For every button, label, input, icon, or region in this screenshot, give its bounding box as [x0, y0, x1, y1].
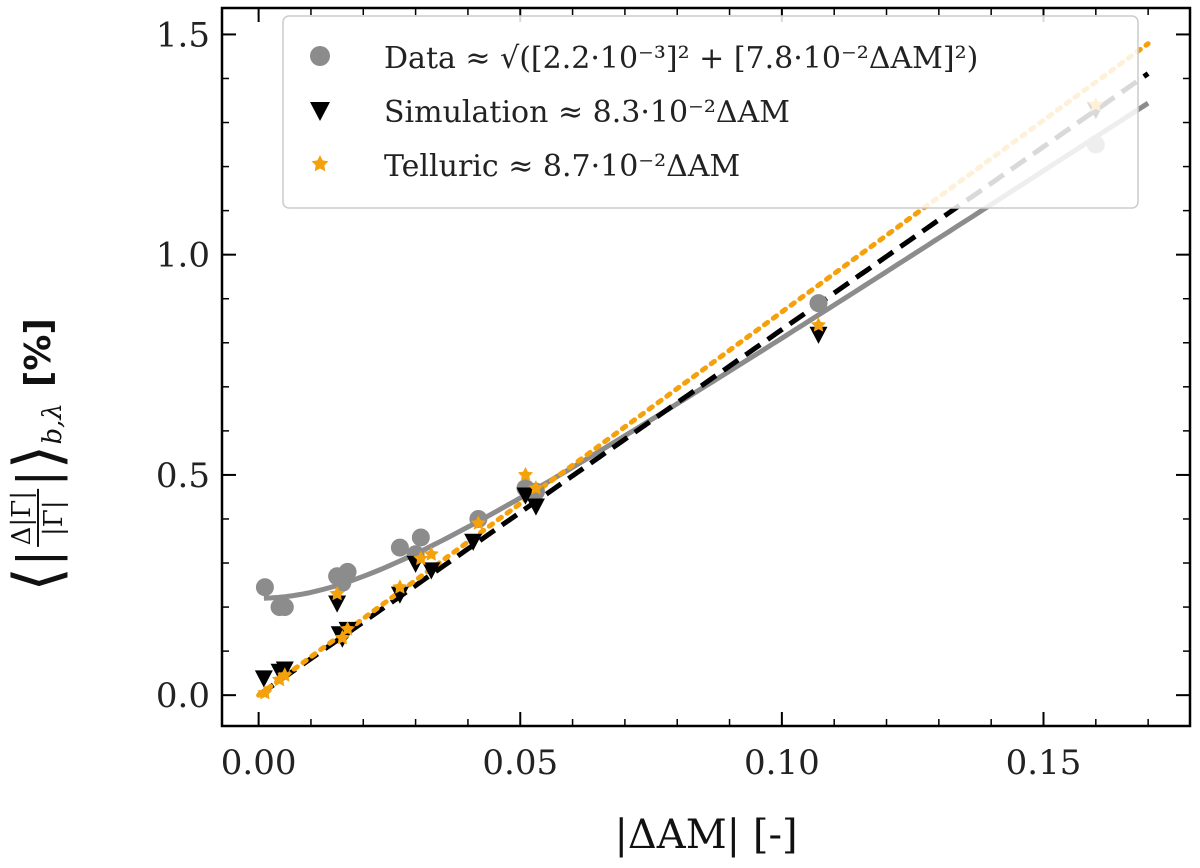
y-label-numerator: Δ|Γ| [7, 489, 39, 548]
data-point [310, 46, 330, 66]
data-point [271, 671, 288, 687]
data-point [526, 498, 545, 516]
axis-ticks: 0.00 0.05 0.10 0.15 0.0 0.5 1.0 1.5 [156, 8, 1190, 783]
data-point [809, 326, 828, 344]
y-tick-label: 1.0 [156, 236, 210, 276]
x-tick-label: 0.15 [1006, 743, 1082, 783]
legend: Data ≈ √([2.2·10⁻³]² + [7.8·10⁻²ΔAM]²) Si… [282, 15, 1139, 209]
y-axis-label: ⟨ | Δ|Γ| |Γ| | ⟩ b,λ [%] [1, 318, 75, 592]
data-point [328, 595, 347, 613]
data-point [390, 586, 409, 604]
data-point [392, 579, 408, 594]
x-axis-label: |ΔAM| [-] [614, 812, 797, 858]
legend-entry: Telluric ≈ 8.7·10⁻²ΔAM [384, 149, 740, 184]
data-point [329, 585, 345, 601]
data-point [277, 667, 293, 682]
data-point [310, 102, 330, 121]
data-point [275, 598, 294, 617]
legend-box [282, 15, 1139, 209]
legend-entry: Data ≈ √([2.2·10⁻³]² + [7.8·10⁻²ΔAM]²) [384, 41, 978, 76]
data-point [311, 155, 329, 172]
data-point [516, 487, 535, 505]
data-point [464, 533, 483, 551]
legend-entry: Simulation ≈ 8.3·10⁻²ΔAM [384, 95, 790, 130]
y-tick-label: 0.0 [156, 676, 210, 716]
x-tick-label: 0.10 [744, 743, 820, 783]
data-point [340, 621, 356, 636]
data-point [257, 685, 273, 700]
data-point [517, 466, 534, 482]
y-tick-label: 0.5 [156, 456, 210, 496]
plot-frame [220, 6, 1192, 728]
data-point [810, 317, 827, 332]
data-point [413, 550, 429, 566]
y-tick-label: 1.5 [156, 15, 210, 55]
data-point [255, 578, 274, 597]
data-point [528, 480, 544, 495]
data-point [809, 294, 828, 313]
data-point [338, 562, 357, 581]
data-point [422, 562, 441, 580]
data-point [470, 515, 486, 530]
data-point [334, 629, 350, 645]
y-label-unit: [%] [17, 318, 59, 388]
y-label-subscript: b,λ [38, 403, 68, 445]
x-tick-label: 0.05 [482, 743, 558, 783]
data-point [423, 546, 439, 561]
y-label-denominator: |Γ| [39, 500, 69, 536]
data-point [411, 528, 430, 547]
data-point [390, 538, 409, 557]
data-point [254, 670, 273, 688]
x-tick-label: 0.00 [221, 743, 297, 783]
